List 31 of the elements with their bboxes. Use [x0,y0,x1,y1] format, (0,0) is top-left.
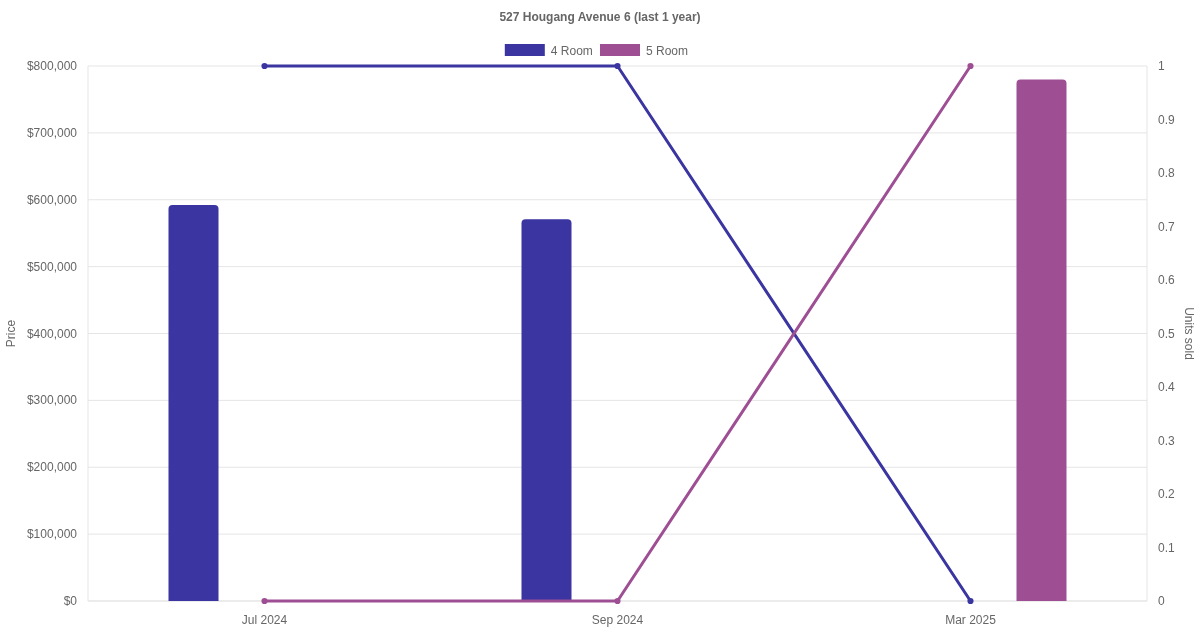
y-tick-label: $800,000 [26,59,78,73]
y-tick-label: $600,000 [26,192,78,207]
y-axis-title: Price [4,319,18,348]
x-tick-label: Sep 2024 [591,613,644,627]
y2-tick-label: 0.2 [1158,487,1176,501]
y2-axis-title: Units sold [1182,307,1196,360]
y-tick-label: $700,000 [26,125,78,140]
y2-tick-label: 0.3 [1158,433,1176,448]
y-tick-label: $200,000 [26,460,78,475]
y2-tick-label: 0.6 [1158,273,1176,287]
y-tick-label: $100,000 [26,527,78,542]
x-tick-label: Jul 2024 [241,613,288,627]
chart-title: 527 Hougang Avenue 6 (last 1 year) [499,10,701,24]
y2-tick-label: 1 [1158,59,1165,73]
y2-tick-label: 0.4 [1158,380,1176,394]
y-tick-label: $0 [63,594,78,608]
y2-tick-label: 0.1 [1158,540,1176,555]
bar [521,219,572,601]
y2-tick-label: 0 [1158,594,1165,608]
y2-tick-label: 0.5 [1158,326,1176,341]
x-tick-label: Mar 2025 [945,613,997,627]
legend-label: 4 Room [550,43,593,58]
y2-tick-label: 0.7 [1158,219,1176,234]
legend-label: 5 Room [646,43,689,58]
y-tick-label: $500,000 [26,259,78,274]
y2-tick-label: 0.8 [1158,166,1176,180]
y2-tick-label: 0.9 [1158,112,1176,127]
y-tick-label: $300,000 [26,393,78,408]
bar [1016,79,1067,601]
bar [168,205,219,601]
y-tick-label: $400,000 [26,326,78,341]
